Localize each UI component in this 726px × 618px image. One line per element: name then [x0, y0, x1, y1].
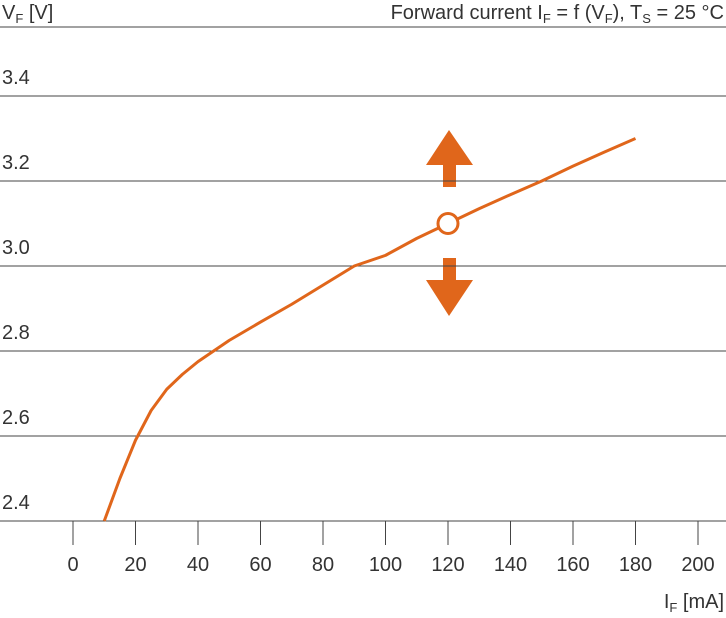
y-tick-label: 2.4 [2, 492, 30, 514]
text-part: = 25 °C [651, 2, 724, 24]
text-part: [mA] [677, 591, 724, 613]
x-tick-label: 40 [187, 554, 209, 576]
subscript: F [669, 600, 677, 615]
subscript: F [15, 11, 23, 26]
x-tick-label: 100 [369, 554, 402, 576]
x-tick-label: 20 [124, 554, 146, 576]
y-tick-label: 3.2 [2, 152, 30, 174]
down-arrow [426, 258, 473, 316]
text-part: = f (V [551, 2, 606, 24]
x-tick-label: 140 [494, 554, 527, 576]
x-tick-label: 200 [681, 554, 714, 576]
chart-title: Forward current IF = f (VF), TS = 25 °C [391, 2, 724, 26]
data-line [102, 137, 637, 522]
y-tick-label: 3.0 [2, 237, 30, 259]
x-tick-label: 0 [67, 554, 78, 576]
y-tick-label: 3.4 [2, 67, 30, 89]
subscript: F [543, 11, 551, 26]
x-tick-label: 120 [431, 554, 464, 576]
subscript: F [605, 11, 613, 26]
text-part: Forward current I [391, 2, 543, 24]
subscript: S [642, 11, 651, 26]
text-part: [V] [23, 2, 53, 24]
y-tick-label: 2.8 [2, 322, 30, 344]
x-tick-label: 80 [312, 554, 334, 576]
up-arrow [426, 130, 473, 187]
text-part: ), T [613, 2, 643, 24]
y-axis-label: VF [V] [2, 2, 53, 26]
x-axis-label: IF [mA] [664, 591, 724, 615]
y-tick-label: 2.6 [2, 407, 30, 429]
text-part: I [664, 591, 670, 613]
text-part: V [2, 2, 16, 24]
x-tick-label: 60 [249, 554, 271, 576]
x-tick-label: 180 [619, 554, 652, 576]
operating-point [436, 212, 460, 235]
x-tick-label: 160 [556, 554, 589, 576]
arrows [426, 130, 473, 316]
